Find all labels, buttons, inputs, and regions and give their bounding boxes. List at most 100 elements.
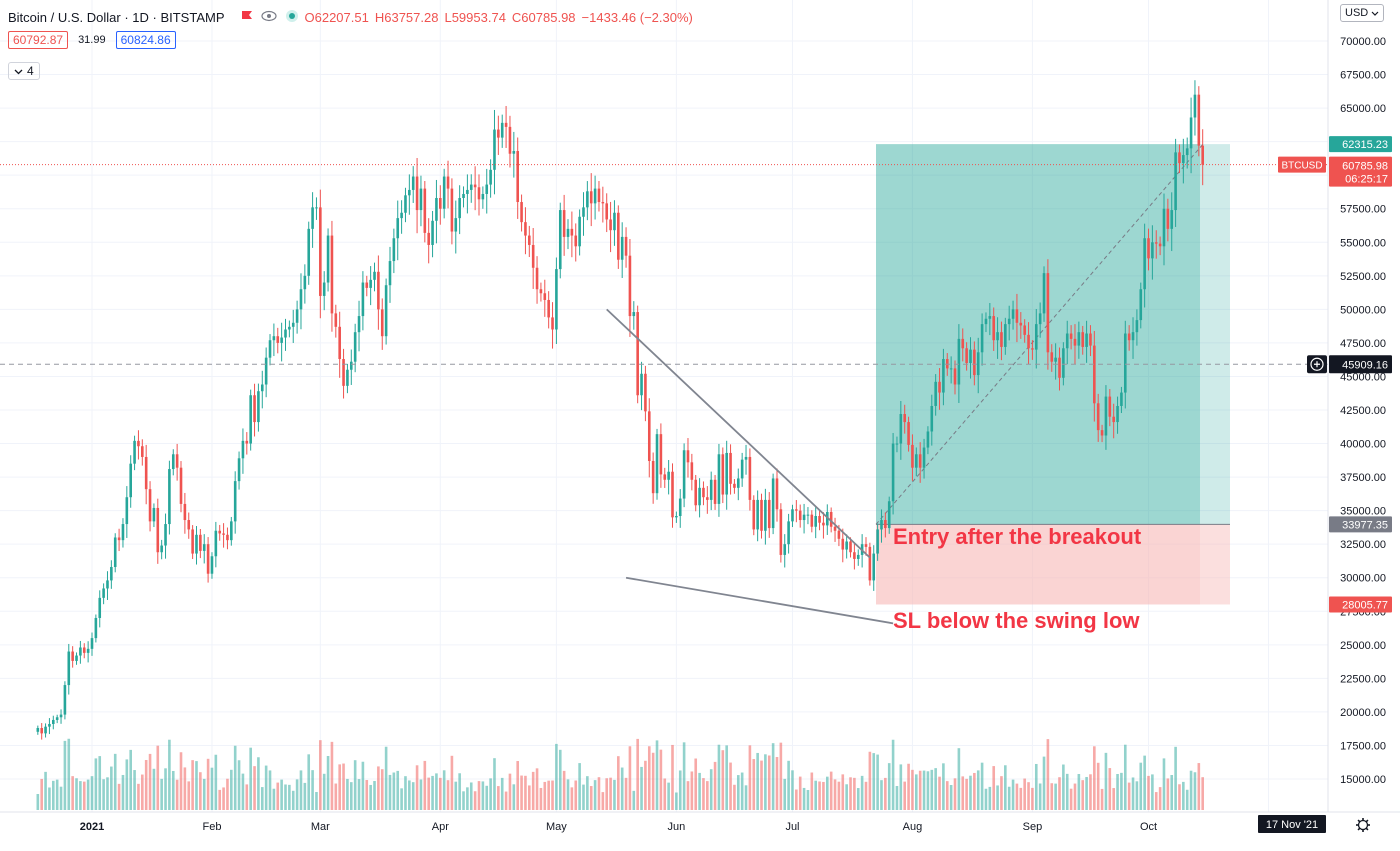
candle[interactable] [404,187,407,223]
candle[interactable] [183,492,187,534]
candle[interactable] [957,324,961,403]
candle[interactable] [918,442,922,483]
candle[interactable] [276,327,280,354]
candle[interactable] [408,174,411,215]
candle[interactable] [725,440,728,510]
candle[interactable] [1116,396,1119,434]
candle[interactable] [1073,324,1077,365]
candle[interactable] [675,511,678,523]
candle[interactable] [528,225,531,258]
candle[interactable] [1135,309,1139,346]
candle[interactable] [152,503,156,528]
candle[interactable] [887,496,891,534]
candle[interactable] [1185,137,1189,169]
candle[interactable] [137,430,140,460]
candle[interactable] [307,221,311,285]
candle[interactable] [1007,305,1011,341]
candle[interactable] [783,534,787,568]
candle[interactable] [44,723,47,738]
candle[interactable] [791,504,794,528]
candle[interactable] [771,473,775,535]
candle[interactable] [864,537,868,556]
candle[interactable] [67,643,71,695]
candle[interactable] [1077,321,1081,359]
candle[interactable] [187,512,191,539]
candle[interactable] [117,528,121,552]
candle[interactable] [640,361,643,411]
candle[interactable] [609,201,612,253]
candle[interactable] [230,516,233,546]
candle[interactable] [566,219,570,250]
candle[interactable] [1042,266,1046,322]
candle[interactable] [361,271,365,331]
candle[interactable] [524,207,527,255]
wedge-lower-trendline[interactable] [625,576,894,625]
candle[interactable] [237,451,241,490]
candle[interactable] [880,509,883,543]
candle[interactable] [1093,330,1096,422]
candle[interactable] [311,192,314,248]
candle[interactable] [930,394,934,446]
candle[interactable] [191,525,194,559]
candle[interactable] [1147,228,1150,271]
candle[interactable] [555,257,558,344]
candle[interactable] [903,404,906,434]
candle[interactable] [346,363,349,394]
candle[interactable] [570,211,574,258]
gear-icon[interactable] [1356,818,1370,832]
candle[interactable] [423,180,427,243]
candle[interactable] [493,109,496,195]
candle[interactable] [853,543,856,570]
candle[interactable] [469,174,473,203]
candle[interactable] [706,486,709,514]
candle[interactable] [377,255,380,330]
candle[interactable] [427,218,430,264]
candle[interactable] [326,228,330,292]
candle[interactable] [504,105,508,148]
candle[interactable] [369,266,372,306]
candle[interactable] [597,180,601,212]
candle[interactable] [319,189,322,319]
candle[interactable] [454,200,458,254]
candle[interactable] [1193,80,1197,136]
candle[interactable] [733,479,736,494]
candle[interactable] [740,452,744,487]
candle[interactable] [299,273,303,330]
candle[interactable] [667,460,670,495]
candle[interactable] [810,510,814,533]
candle[interactable] [481,186,485,209]
candle[interactable] [133,435,136,471]
candle[interactable] [106,571,109,600]
candle[interactable] [1081,325,1085,355]
candle[interactable] [288,320,291,338]
candle[interactable] [651,452,655,504]
candle[interactable] [1031,340,1034,360]
candle[interactable] [531,228,535,289]
candle[interactable] [1019,312,1023,339]
candle[interactable] [264,347,268,398]
candle[interactable] [245,432,249,455]
candle[interactable] [52,715,55,730]
candle[interactable] [802,503,806,534]
candle[interactable] [144,444,148,505]
candle[interactable] [380,298,384,350]
candle[interactable] [160,539,163,560]
candle[interactable] [450,178,454,245]
candle[interactable] [168,460,171,535]
candle[interactable] [961,328,965,362]
candle[interactable] [253,383,256,437]
candle[interactable] [431,210,434,258]
candle[interactable] [466,174,469,214]
candle[interactable] [164,513,167,559]
candle[interactable] [435,179,438,244]
candle[interactable] [535,256,539,304]
candle[interactable] [353,323,357,373]
candle[interactable] [911,434,914,481]
symbol-title[interactable]: Bitcoin / U.S. Dollar · 1D · BITSTAMP [8,9,225,25]
candle[interactable] [976,337,980,394]
candle[interactable] [1004,317,1007,355]
candle[interactable] [241,428,245,474]
candle[interactable] [79,640,82,664]
